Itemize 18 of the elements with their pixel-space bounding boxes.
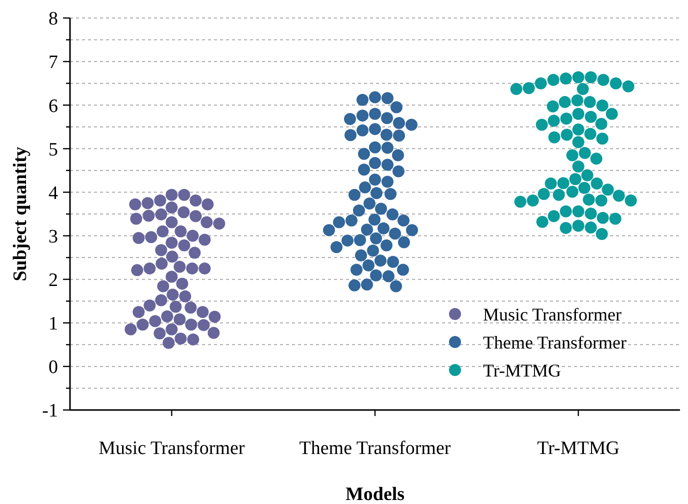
x-axis-title: Models <box>345 484 405 504</box>
y-tick-label: 6 <box>48 96 58 117</box>
y-tick-label: 3 <box>48 226 58 248</box>
x-tick-label: Music Transformer <box>98 438 246 459</box>
y-tick-label: 2 <box>48 270 58 291</box>
y-tick-label: -1 <box>42 400 58 422</box>
y-tick-label: 8 <box>48 8 58 30</box>
y-tick-label: 4 <box>48 182 58 204</box>
y-tick-label: 5 <box>48 139 58 160</box>
y-axis-title: Subject quantity <box>10 146 31 282</box>
legend-label: Tr-MTMG <box>483 360 561 380</box>
legend-label: Theme Transformer <box>483 332 626 352</box>
y-tick-label: 7 <box>48 52 58 74</box>
x-tick-label: Tr-MTMG <box>537 438 620 459</box>
legend-label: Music Transformer <box>483 304 622 324</box>
y-tick-label: 1 <box>48 314 58 335</box>
y-tick-label: 0 <box>48 357 58 378</box>
x-tick-label: Theme Transformer <box>299 438 452 459</box>
